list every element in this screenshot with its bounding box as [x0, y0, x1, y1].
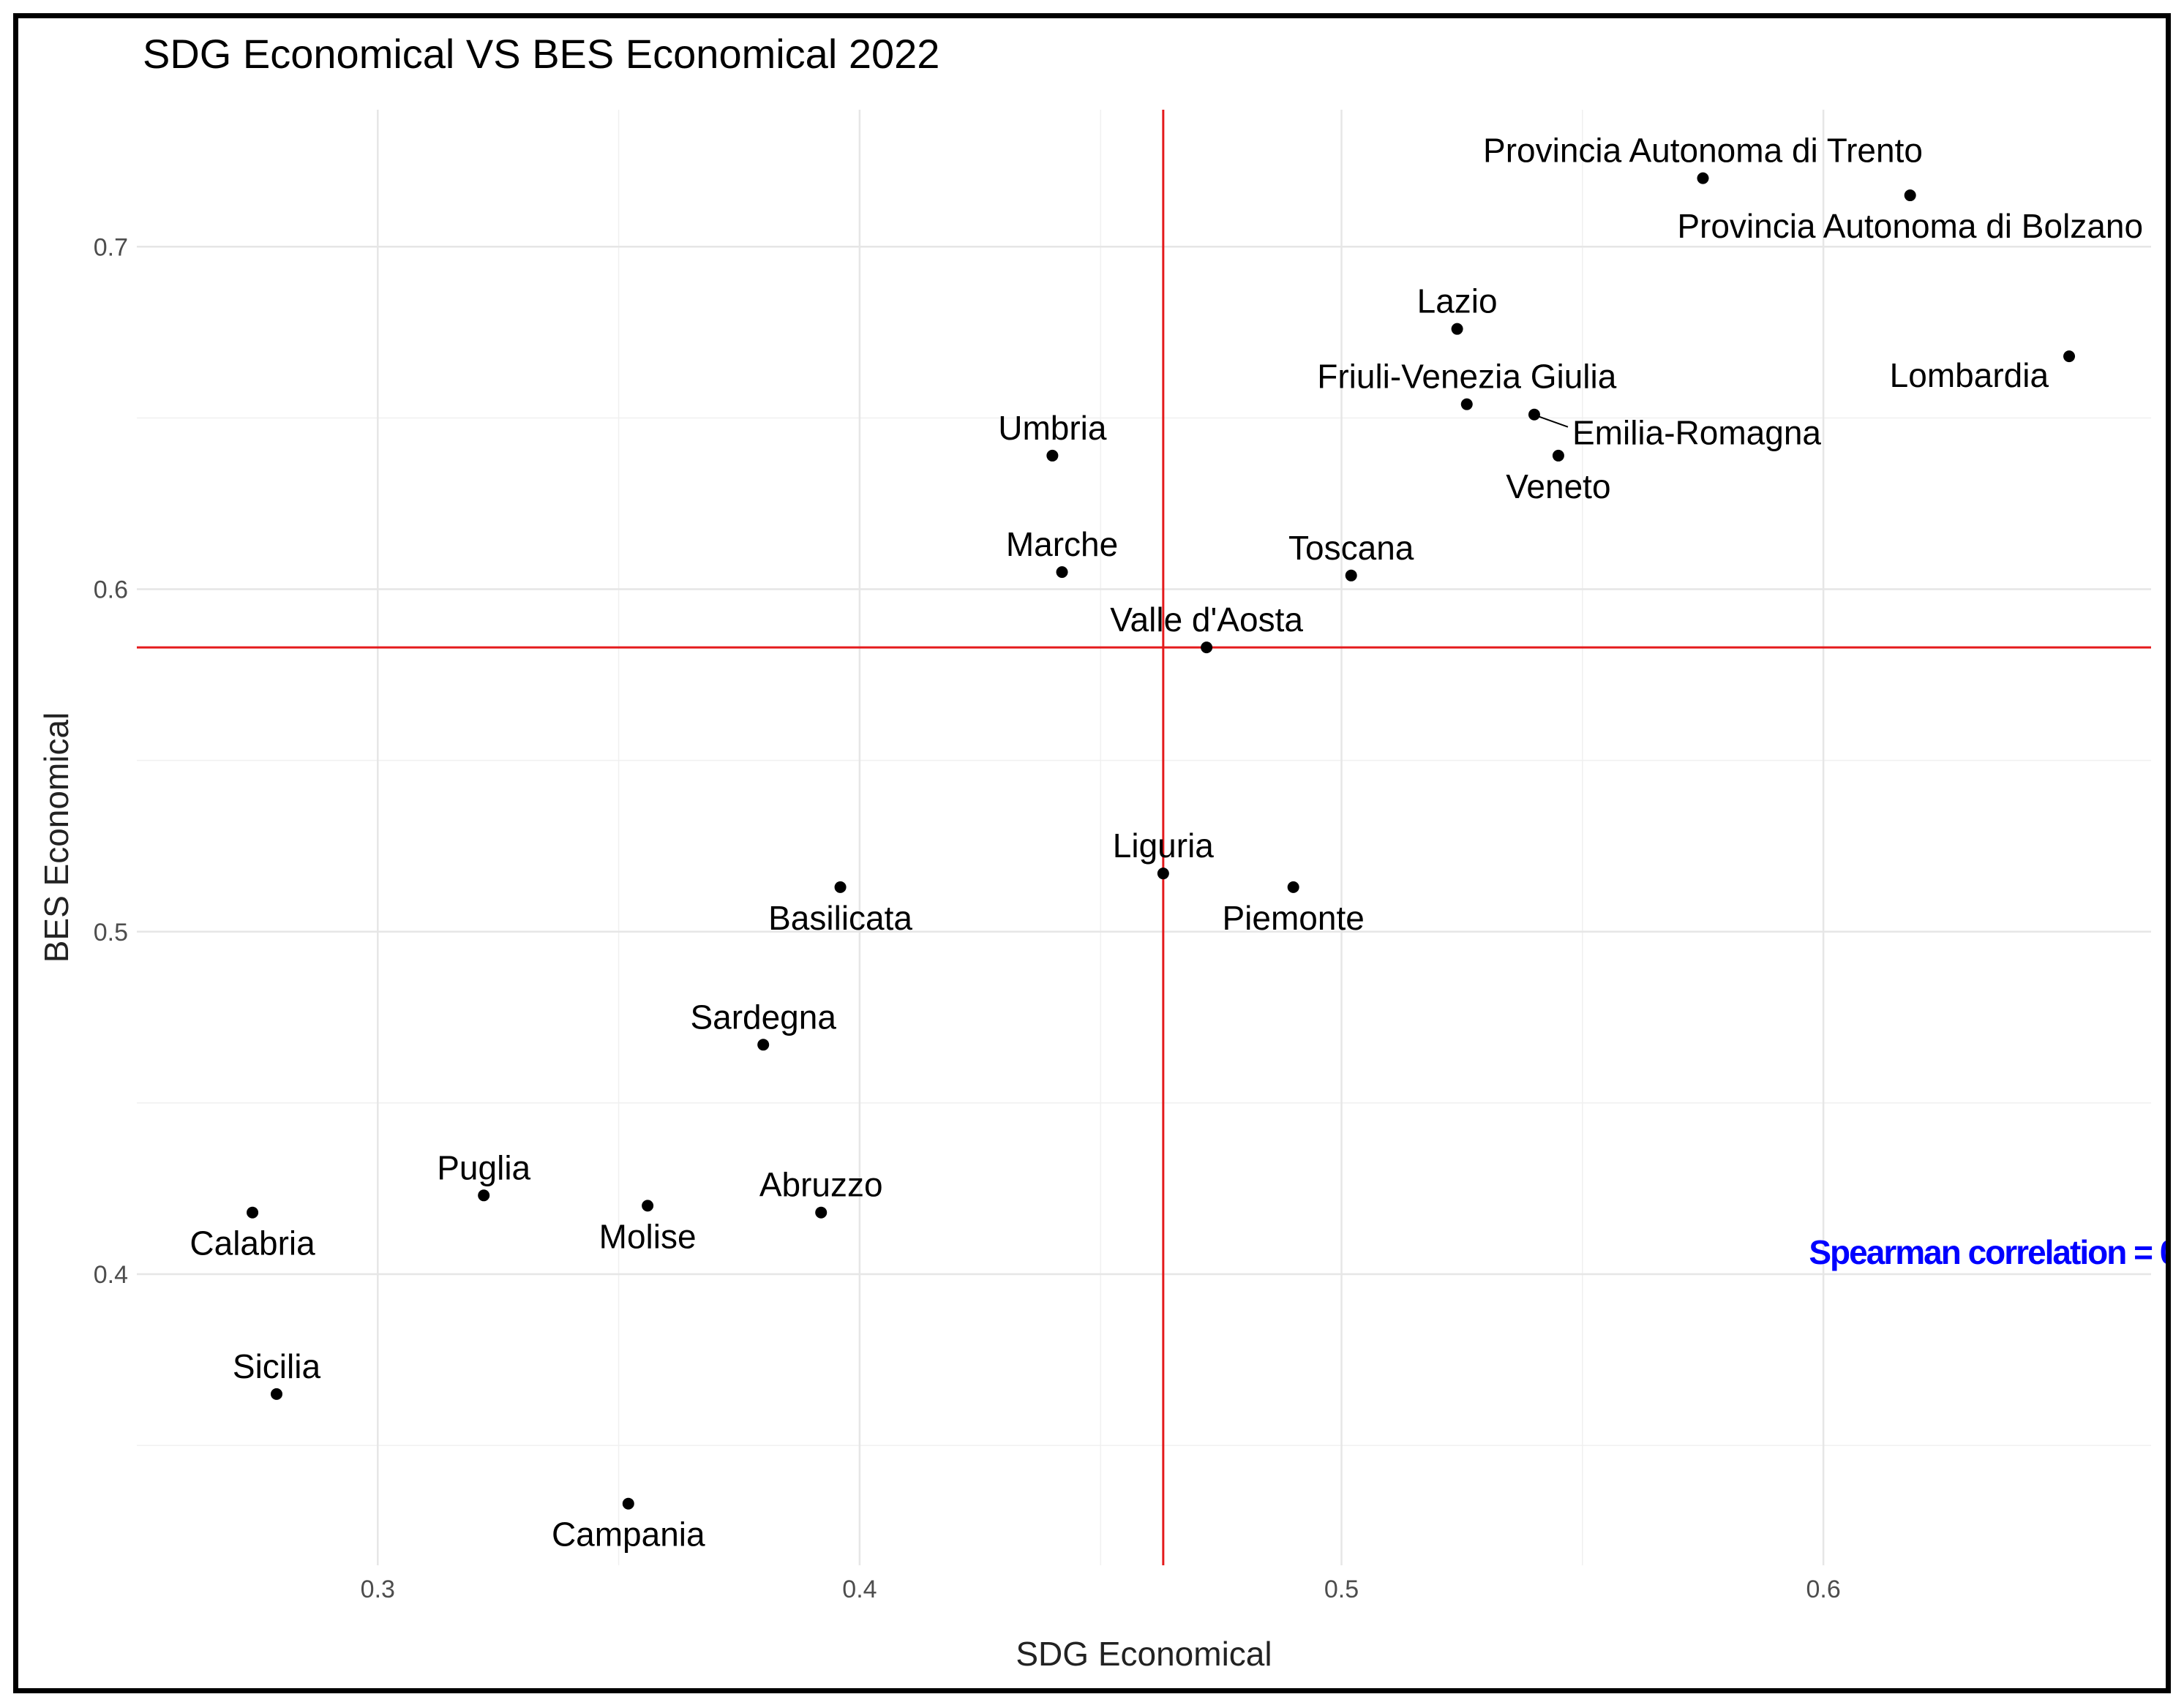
label-provincia-autonoma-di-bolzano: Provincia Autonoma di Bolzano	[1677, 207, 2143, 245]
point-lombardia	[2063, 350, 2076, 363]
label-emilia-romagna: Emilia-Romagna	[1572, 414, 1821, 452]
x-tick-label: 0.4	[842, 1576, 877, 1603]
point-calabria	[247, 1206, 259, 1219]
point-veneto	[1552, 449, 1564, 462]
chart-frame: SDG Economical VS BES Economical 2022 0.…	[13, 13, 2171, 1693]
x-tick-label: 0.3	[361, 1576, 395, 1603]
point-emilia-romagna	[1528, 408, 1540, 421]
chart-title: SDG Economical VS BES Economical 2022	[143, 31, 939, 77]
point-marche	[1056, 566, 1068, 579]
label-veneto: Veneto	[1506, 467, 1610, 505]
label-sicilia: Sicilia	[233, 1347, 321, 1385]
point-abruzzo	[815, 1206, 828, 1219]
x-axis-ticks: 0.3 0.4 0.5 0.6	[361, 1576, 1841, 1603]
point-toscana	[1345, 569, 1357, 581]
label-calabria: Calabria	[189, 1224, 315, 1262]
label-sardegna: Sardegna	[690, 998, 836, 1036]
label-lazio: Lazio	[1417, 282, 1498, 320]
label-marche: Marche	[1006, 525, 1118, 563]
label-abruzzo: Abruzzo	[759, 1166, 883, 1204]
x-tick-label: 0.5	[1324, 1576, 1359, 1603]
label-piemonte: Piemonte	[1222, 899, 1364, 937]
label-friuli-venezia-giulia: Friuli-Venezia Giulia	[1317, 358, 1616, 396]
y-tick-label: 0.4	[94, 1261, 128, 1289]
point-provincia-autonoma-di-trento	[1697, 172, 1709, 184]
label-toscana: Toscana	[1288, 529, 1414, 567]
minor-gridlines	[137, 110, 2151, 1565]
label-puglia: Puglia	[437, 1148, 530, 1186]
point-liguria	[1157, 867, 1169, 880]
y-tick-label: 0.5	[94, 919, 128, 946]
label-provincia-autonoma-di-trento: Provincia Autonoma di Trento	[1483, 132, 1923, 170]
point-puglia	[478, 1189, 490, 1202]
y-axis-ticks: 0.4 0.5 0.6 0.7	[94, 233, 128, 1289]
x-tick-label: 0.6	[1806, 1576, 1841, 1603]
point-provincia-autonoma-di-bolzano	[1904, 189, 1916, 202]
label-umbria: Umbria	[998, 409, 1107, 447]
label-molise: Molise	[599, 1217, 697, 1255]
point-campania	[622, 1497, 634, 1510]
data-points	[247, 172, 2076, 1510]
label-valle-d-aosta: Valle d'Aosta	[1110, 601, 1303, 639]
label-lombardia: Lombardia	[1890, 356, 2049, 394]
point-friuli-venezia-giulia	[1460, 398, 1473, 410]
point-sardegna	[757, 1039, 770, 1051]
point-lazio	[1451, 323, 1463, 335]
point-umbria	[1046, 449, 1059, 462]
x-axis-title: SDG Economical	[1016, 1635, 1272, 1673]
major-gridlines	[137, 110, 2151, 1565]
y-tick-label: 0.6	[94, 576, 128, 604]
y-tick-label: 0.7	[94, 233, 128, 261]
point-valle-d-aosta	[1201, 641, 1213, 654]
label-basilicata: Basilicata	[768, 899, 912, 937]
y-axis-title: BES Economical	[37, 712, 75, 963]
point-labels: Provincia Autonoma di Trento Provincia Au…	[189, 132, 2143, 1554]
label-connector	[1536, 415, 1569, 428]
point-sicilia	[270, 1388, 282, 1400]
scatter-chart: SDG Economical VS BES Economical 2022 0.…	[37, 31, 2166, 1673]
point-molise	[642, 1200, 654, 1212]
label-campania: Campania	[552, 1516, 705, 1554]
point-piemonte	[1287, 881, 1299, 893]
spearman-annotation: Spearman correlation = 0.9	[1809, 1233, 2166, 1271]
label-liguria: Liguria	[1113, 827, 1215, 865]
reference-lines	[137, 110, 2151, 1565]
point-basilicata	[834, 881, 847, 893]
